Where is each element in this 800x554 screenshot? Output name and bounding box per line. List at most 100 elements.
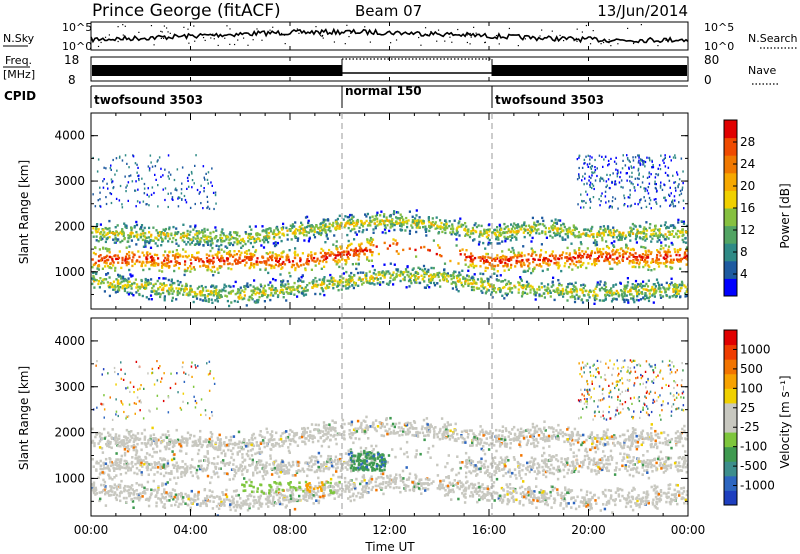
power-cell <box>532 229 535 233</box>
power-cell <box>162 291 165 295</box>
power-cell <box>487 241 490 245</box>
power-cell <box>481 255 484 258</box>
power-cell <box>174 188 176 191</box>
power-cell <box>144 281 147 284</box>
power-cell <box>604 230 607 234</box>
power-cell <box>372 279 375 282</box>
power-cell <box>633 287 636 290</box>
power-cell <box>685 246 688 249</box>
power-cell <box>495 235 498 239</box>
power-cell <box>451 225 454 228</box>
power-cell <box>282 222 285 226</box>
power-cell <box>198 243 201 246</box>
power-cell <box>158 156 161 159</box>
power-cell <box>530 230 533 233</box>
power-cell <box>634 177 637 180</box>
power-cell <box>504 237 507 240</box>
power-cell <box>662 247 665 250</box>
power-cell <box>668 194 671 197</box>
power-cell <box>254 249 258 252</box>
power-cell <box>322 218 325 221</box>
power-cell <box>472 239 475 242</box>
power-cell <box>654 285 657 288</box>
noise-dot <box>344 43 346 45</box>
power-cell <box>577 236 580 239</box>
power-cell <box>216 256 219 259</box>
power-cell <box>185 284 188 287</box>
power-cell <box>215 288 218 292</box>
power-cell <box>514 265 517 268</box>
power-cell <box>316 257 319 260</box>
power-cell <box>471 226 474 230</box>
power-cell <box>114 285 117 289</box>
power-cell <box>591 174 593 177</box>
power-cell <box>213 207 215 211</box>
power-cell <box>638 177 640 180</box>
power-cell <box>523 254 526 257</box>
power-cell <box>112 280 115 283</box>
power-cell <box>571 259 574 262</box>
power-cell <box>582 283 585 286</box>
power-cell <box>564 238 567 241</box>
power-cell <box>642 236 646 239</box>
power-cell <box>253 279 256 282</box>
power-cell <box>595 297 598 301</box>
power-cell <box>365 228 368 231</box>
power-cell <box>626 277 629 280</box>
power-cell <box>305 234 308 237</box>
power-cell <box>442 276 445 279</box>
power-cell <box>467 233 470 237</box>
power-cell <box>151 287 154 290</box>
power-cell <box>392 238 395 241</box>
power-cell <box>586 234 589 237</box>
power-cell <box>294 268 297 272</box>
power-cell <box>456 231 459 235</box>
power-cell <box>127 262 130 266</box>
power-cell <box>161 270 164 273</box>
noise-dot <box>551 30 553 32</box>
power-cell <box>505 231 508 234</box>
power-cell <box>679 260 682 263</box>
velocity-cell <box>548 471 552 475</box>
power-cell <box>366 238 369 241</box>
power-cell <box>624 252 627 255</box>
power-cell <box>179 236 183 239</box>
y-tick-label: 1000 <box>54 265 85 279</box>
power-cell <box>100 238 103 241</box>
power-cell <box>640 282 643 286</box>
power-cell <box>569 263 572 266</box>
power-cell <box>507 229 510 232</box>
noise-dot <box>229 28 231 30</box>
power-cell <box>290 292 293 295</box>
power-cell <box>596 247 599 250</box>
power-cell <box>610 157 612 160</box>
power-cell <box>686 290 688 293</box>
power-cell <box>136 259 139 262</box>
power-cell <box>233 250 236 253</box>
power-cell <box>575 287 578 290</box>
power-cell <box>472 279 475 282</box>
power-cell <box>462 285 465 288</box>
power-cell <box>398 218 401 222</box>
power-cell <box>425 229 428 232</box>
power-cell <box>594 166 596 169</box>
power-cell <box>579 257 582 260</box>
power-cell <box>103 290 106 293</box>
power-cell <box>541 216 544 220</box>
power-cell <box>540 282 543 285</box>
power-cell <box>678 254 681 257</box>
power-cell <box>108 235 111 239</box>
power-cell <box>399 274 402 277</box>
power-cell <box>612 236 615 239</box>
power-cell <box>681 238 684 242</box>
power-cell <box>118 274 121 277</box>
power-cell <box>229 292 232 295</box>
velocity-cell <box>150 488 153 492</box>
power-cell <box>241 244 244 248</box>
velocity-cell <box>115 458 118 461</box>
power-cell <box>595 262 598 265</box>
power-cell <box>583 252 586 256</box>
power-cell <box>203 230 206 233</box>
power-cell <box>596 294 599 297</box>
power-cell <box>241 289 244 292</box>
